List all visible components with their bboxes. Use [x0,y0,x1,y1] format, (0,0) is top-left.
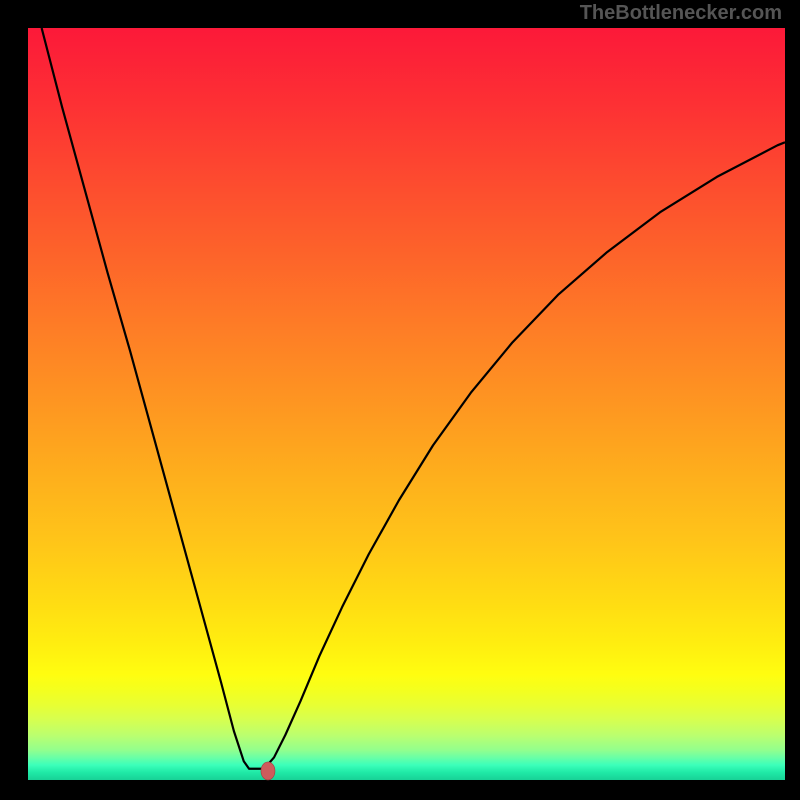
gradient-plot-area [28,28,785,780]
optimal-point-marker [261,762,275,780]
watermark-text: TheBottlenecker.com [580,2,782,25]
chart-container: TheBottlenecker.com [0,0,800,800]
chart-svg [0,0,800,800]
